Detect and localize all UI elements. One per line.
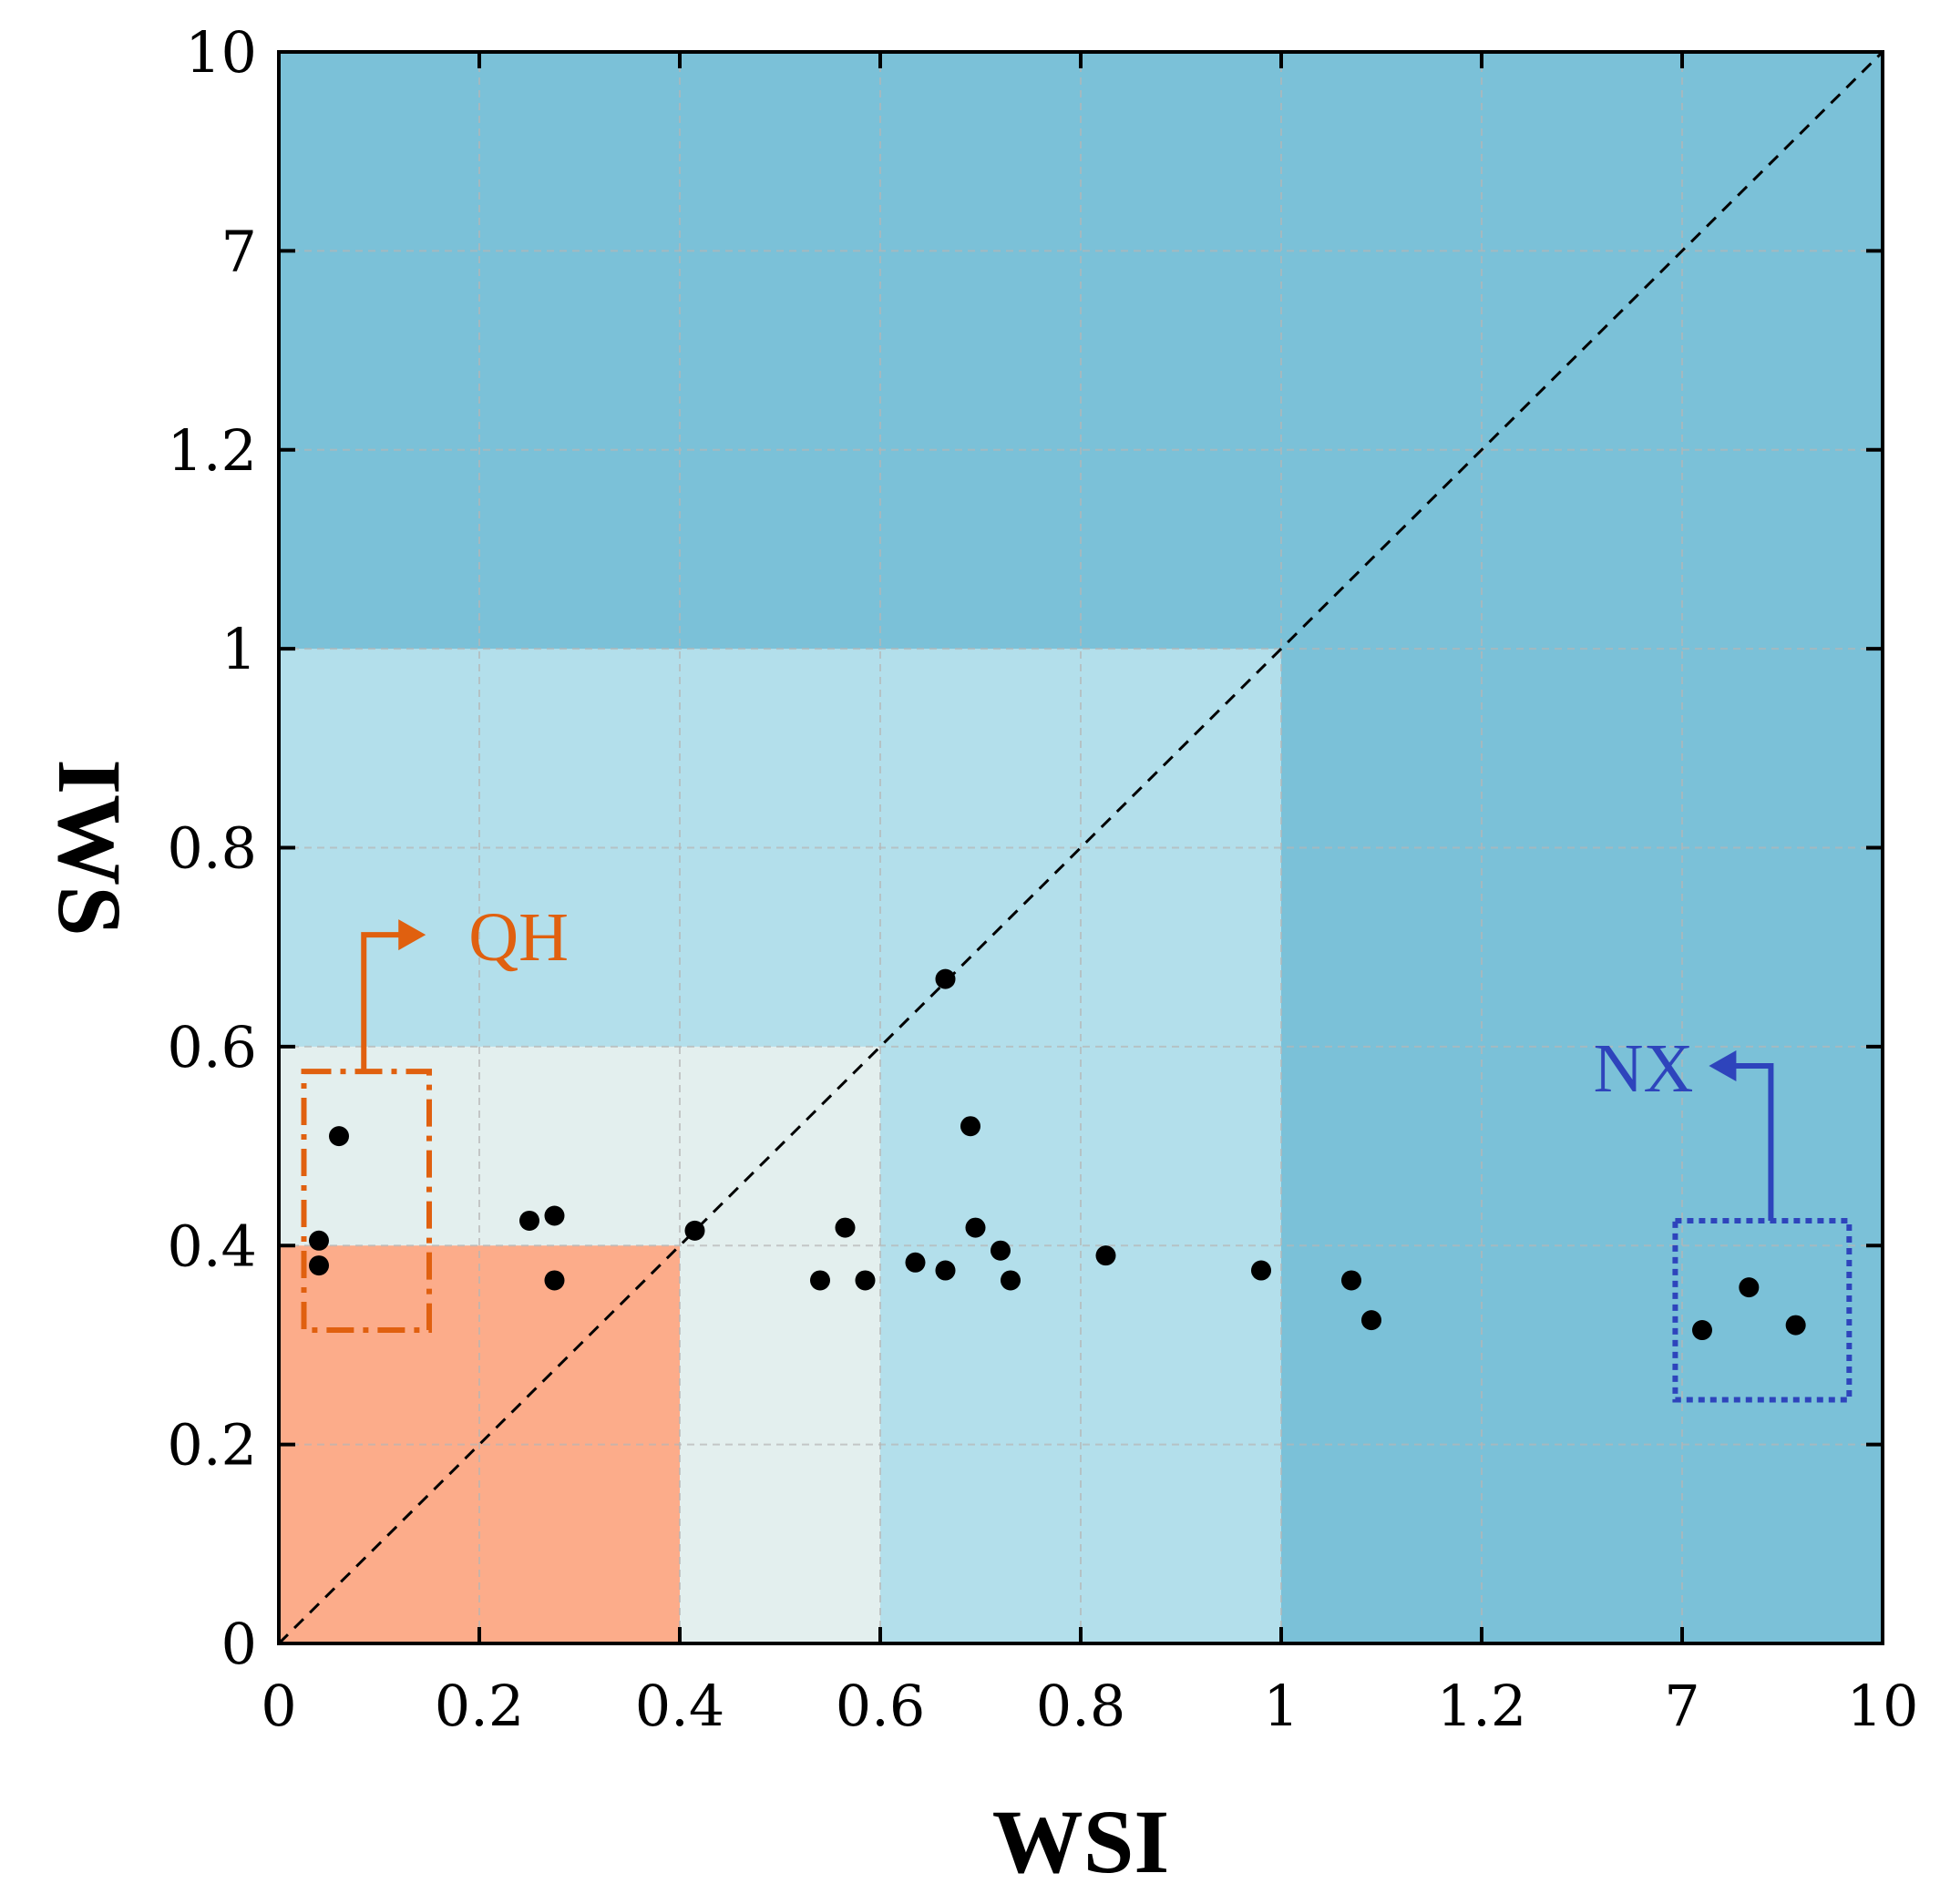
- data-point: [965, 1217, 986, 1238]
- x-tick-label: 0.4: [635, 1673, 725, 1739]
- y-tick-label: 1.2: [167, 417, 257, 484]
- x-tick-label: 0.2: [435, 1673, 525, 1739]
- y-tick-label: 10: [185, 19, 257, 86]
- x-tick-label: 0: [261, 1673, 296, 1739]
- data-point: [544, 1205, 565, 1226]
- tick-labels: 0 0.2 0.4 0.6 0.8 1 1.2 7 10 0 0.2 0.4 0.6 0.8 1 1.2 7 10: [167, 19, 1918, 1739]
- nx-arrow-head: [1709, 1049, 1737, 1081]
- qh-arrow-head: [398, 919, 426, 951]
- data-point: [1361, 1310, 1381, 1331]
- data-point: [1251, 1260, 1271, 1281]
- data-point: [544, 1270, 565, 1291]
- annotations: QH NX: [301, 899, 1853, 1403]
- data-point: [519, 1210, 539, 1231]
- data-point: [1001, 1270, 1021, 1291]
- data-point: [1785, 1315, 1806, 1336]
- y-tick-label: 0: [221, 1611, 257, 1677]
- nx-label: NX: [1594, 1030, 1694, 1107]
- nx-arrow: [1734, 1062, 1774, 1221]
- y-tick-label: 0.2: [167, 1412, 257, 1479]
- data-point: [309, 1255, 329, 1276]
- data-point: [810, 1270, 830, 1291]
- data-point: [935, 1260, 956, 1281]
- data-point: [855, 1270, 876, 1291]
- data-point: [905, 1252, 926, 1273]
- plot-frame: [277, 50, 1884, 1645]
- qh-label: QH: [468, 899, 569, 976]
- y-axis-title: IWS: [39, 759, 140, 937]
- x-tick-label: 10: [1847, 1673, 1919, 1739]
- data-point: [935, 968, 956, 989]
- y-tick-label: 1: [221, 616, 257, 682]
- x-tick-label: 0.8: [1036, 1673, 1126, 1739]
- data-point: [309, 1230, 329, 1251]
- y-tick-label: 0.6: [167, 1014, 257, 1080]
- qh-arrow: [361, 932, 401, 1072]
- grid-lines: [279, 52, 1883, 1643]
- y-tick-label: 0.8: [167, 815, 257, 882]
- x-tick-label: 1: [1263, 1673, 1298, 1739]
- data-point: [1739, 1277, 1760, 1298]
- data-point: [329, 1126, 349, 1147]
- data-point: [991, 1240, 1011, 1261]
- data-point: [1341, 1270, 1361, 1291]
- x-tick-label: 0.6: [836, 1673, 926, 1739]
- data-point: [960, 1116, 980, 1137]
- x-tick-label: 7: [1664, 1673, 1699, 1739]
- data-point: [1095, 1245, 1116, 1266]
- data-point: [835, 1217, 856, 1238]
- y-tick-label: 7: [221, 218, 257, 284]
- data-point: [1692, 1320, 1712, 1341]
- x-tick-label: 1.2: [1437, 1673, 1527, 1739]
- y-tick-label: 0.4: [167, 1213, 257, 1279]
- scatter-points: [309, 968, 1806, 1341]
- data-point: [684, 1220, 705, 1241]
- nx-box: [1672, 1217, 1853, 1403]
- x-axis-title: WSI: [992, 1791, 1170, 1892]
- diagonal-reference-line: [277, 50, 1884, 1645]
